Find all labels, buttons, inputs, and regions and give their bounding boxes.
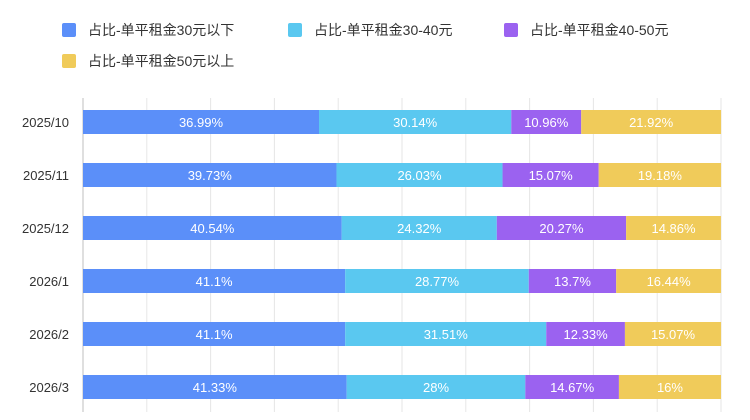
bar-value-label: 41.33% <box>193 380 238 395</box>
bar-segment <box>345 269 529 293</box>
bar-value-label: 24.32% <box>397 221 442 236</box>
legend-label-series-1: 占比-单平租金30元以下 <box>88 22 235 38</box>
bar-value-label: 16% <box>657 380 683 395</box>
bar-segment <box>511 110 582 134</box>
bar-segment <box>336 163 503 187</box>
bar-value-label: 36.99% <box>179 115 224 130</box>
bar-value-label: 10.96% <box>524 115 569 130</box>
bar-value-label: 39.73% <box>188 168 233 183</box>
bar-value-label: 20.27% <box>539 221 584 236</box>
legend-swatch-series-2 <box>288 23 302 37</box>
y-tick-label: 2025/11 <box>23 168 69 183</box>
bar-segment <box>618 375 721 399</box>
y-tick-label: 2026/1 <box>29 274 69 289</box>
legend-label-series-3: 占比-单平租金40-50元 <box>530 22 669 38</box>
bar-value-label: 15.07% <box>529 168 574 183</box>
bar-segment <box>528 269 617 293</box>
bar-value-label: 14.86% <box>651 221 696 236</box>
y-tick-label: 2025/10 <box>22 115 69 130</box>
legend-item-series-4[interactable]: 占比-单平租金50元以上 <box>62 51 234 71</box>
legend-label-series-4: 占比-单平租金50元以上 <box>88 53 235 69</box>
legend-item-series-3[interactable]: 占比-单平租金40-50元 <box>504 20 668 40</box>
bar-value-label: 19.18% <box>638 168 683 183</box>
bar-segment <box>626 216 721 240</box>
bar-segment <box>83 375 347 399</box>
y-tick-label: 2026/2 <box>29 327 69 342</box>
bar-value-label: 41.1% <box>196 327 233 342</box>
y-tick-label: 2026/3 <box>29 380 69 395</box>
legend-label-series-2: 占比-单平租金30-40元 <box>314 22 453 38</box>
legend-swatch-series-3 <box>504 23 518 37</box>
bar-value-label: 30.14% <box>393 115 438 130</box>
bar-segment <box>502 163 599 187</box>
bar-value-label: 15.07% <box>651 327 696 342</box>
bar-value-label: 41.1% <box>196 274 233 289</box>
legend-swatch-series-1 <box>62 23 76 37</box>
bar-value-label: 13.7% <box>554 274 591 289</box>
legend-item-series-1[interactable]: 占比-单平租金30元以下 <box>62 20 234 40</box>
bar-segment <box>581 110 722 134</box>
bar-segment <box>345 322 547 346</box>
bar-segment <box>598 163 722 187</box>
bar-value-label: 28.77% <box>415 274 460 289</box>
bar-segment <box>83 216 342 240</box>
bar-segment <box>546 322 625 346</box>
bar-segment <box>496 216 627 240</box>
bar-value-label: 40.54% <box>190 221 235 236</box>
bar-value-label: 21.92% <box>629 115 674 130</box>
bar-segment <box>83 269 346 293</box>
legend-swatch-series-4 <box>62 54 76 68</box>
bar-segment <box>624 322 722 346</box>
bar-value-label: 16.44% <box>647 274 692 289</box>
bar-value-label: 14.67% <box>550 380 595 395</box>
bar-value-label: 12.33% <box>564 327 609 342</box>
bar-segment <box>83 322 346 346</box>
bar-segment <box>346 375 526 399</box>
legend: 占比-单平租金30元以下 占比-单平租金30-40元 占比-单平租金40-50元… <box>0 0 750 80</box>
bar-value-label: 26.03% <box>397 168 442 183</box>
bar-value-label: 31.51% <box>424 327 469 342</box>
bar-segment <box>83 110 319 134</box>
bar-segment <box>525 375 619 399</box>
bar-segment <box>83 163 337 187</box>
bar-segment <box>341 216 497 240</box>
legend-item-series-2[interactable]: 占比-单平租金30-40元 <box>288 20 452 40</box>
bar-value-label: 28% <box>423 380 449 395</box>
y-tick-label: 2025/12 <box>22 221 69 236</box>
bar-segment <box>616 269 722 293</box>
bar-segment <box>318 110 512 134</box>
